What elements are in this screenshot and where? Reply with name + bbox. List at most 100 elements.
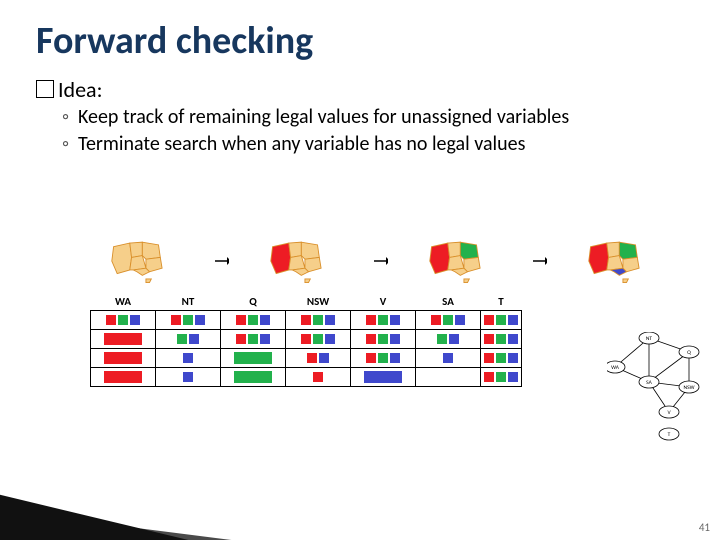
page-number: 41 <box>699 521 710 534</box>
domain-color-swatch <box>183 372 193 382</box>
graph-node: SA <box>639 376 659 388</box>
domain-color-swatch <box>496 372 506 382</box>
domain-color-swatch <box>234 352 272 364</box>
domain-color-swatch <box>260 315 270 325</box>
domain-color-swatch <box>366 353 376 363</box>
graph-node: T <box>659 428 679 440</box>
arrow-right-icon <box>531 235 547 287</box>
domain-color-swatch <box>248 315 258 325</box>
domain-color-swatch <box>378 315 388 325</box>
svg-text:T: T <box>668 432 671 438</box>
graph-node: Q <box>679 346 699 358</box>
australia-map-icon <box>428 235 491 287</box>
column-header: WA <box>91 293 156 311</box>
domain-color-swatch <box>313 334 323 344</box>
table-row <box>91 330 522 349</box>
domain-color-swatch <box>118 315 128 325</box>
domain-color-swatch <box>484 372 494 382</box>
domain-color-swatch <box>313 315 323 325</box>
graph-node: NSW <box>679 381 699 393</box>
domain-color-swatch <box>364 371 402 383</box>
column-header: SA <box>416 293 481 311</box>
domain-color-swatch <box>390 334 400 344</box>
domain-color-swatch <box>508 353 518 363</box>
domain-color-swatch <box>171 315 181 325</box>
column-header: NT <box>156 293 221 311</box>
domain-color-swatch <box>104 352 142 364</box>
domain-color-swatch <box>183 353 193 363</box>
domain-color-swatch <box>508 315 518 325</box>
domain-color-swatch <box>484 334 494 344</box>
table-row <box>91 349 522 368</box>
domain-color-swatch <box>378 353 388 363</box>
column-header: V <box>351 293 416 311</box>
domain-table: WANTQNSWVSAT <box>90 293 522 387</box>
domain-color-swatch <box>195 315 205 325</box>
domain-color-swatch <box>449 334 459 344</box>
domain-color-swatch <box>177 334 187 344</box>
maps-row <box>110 235 650 287</box>
checkbox-icon <box>36 80 54 98</box>
svg-text:SA: SA <box>646 380 652 386</box>
figure: WANTQNSWVSAT <box>90 235 650 387</box>
bullet-list: Keep track of remaining legal values for… <box>62 105 690 157</box>
slide-title: Forward checking <box>36 18 690 64</box>
list-item: Keep track of remaining legal values for… <box>62 105 690 130</box>
domain-color-swatch <box>443 315 453 325</box>
domain-color-swatch <box>130 315 140 325</box>
domain-color-swatch <box>378 334 388 344</box>
domain-color-swatch <box>325 334 335 344</box>
graph-node: V <box>659 406 679 418</box>
domain-color-swatch <box>236 315 246 325</box>
domain-color-swatch <box>496 334 506 344</box>
constraint-graph: WA NT Q SA NSW V T <box>607 332 702 442</box>
domain-color-swatch <box>431 315 441 325</box>
domain-color-swatch <box>366 315 376 325</box>
domain-color-swatch <box>301 315 311 325</box>
column-header: T <box>481 293 522 311</box>
domain-color-swatch <box>301 334 311 344</box>
domain-color-swatch <box>325 315 335 325</box>
graph-node: NT <box>639 332 659 344</box>
corner-decoration <box>0 480 310 540</box>
domain-color-swatch <box>390 353 400 363</box>
domain-color-swatch <box>484 353 494 363</box>
domain-color-swatch <box>248 334 258 344</box>
domain-color-swatch <box>104 371 142 383</box>
domain-color-swatch <box>437 334 447 344</box>
domain-color-swatch <box>508 372 518 382</box>
domain-color-swatch <box>443 353 453 363</box>
column-header: Q <box>221 293 286 311</box>
svg-text:NSW: NSW <box>684 385 695 391</box>
table-row <box>91 311 522 330</box>
list-item: Terminate search when any variable has n… <box>62 132 690 157</box>
domain-color-swatch <box>319 353 329 363</box>
idea-heading: Idea: <box>36 76 690 103</box>
domain-color-swatch <box>313 372 323 382</box>
domain-color-swatch <box>455 315 465 325</box>
svg-text:NT: NT <box>646 336 653 342</box>
domain-color-swatch <box>496 315 506 325</box>
australia-map-icon <box>587 235 650 287</box>
table-row <box>91 368 522 387</box>
domain-color-swatch <box>390 315 400 325</box>
arrow-right-icon <box>213 235 229 287</box>
domain-color-swatch <box>236 334 246 344</box>
domain-color-swatch <box>106 315 116 325</box>
column-header: NSW <box>286 293 351 311</box>
graph-node: WA <box>607 361 625 373</box>
domain-color-swatch <box>234 371 272 383</box>
australia-map-icon <box>110 235 173 287</box>
domain-color-swatch <box>189 334 199 344</box>
idea-label: Idea: <box>58 76 102 103</box>
australia-map-icon <box>269 235 332 287</box>
svg-text:Q: Q <box>687 350 691 356</box>
domain-color-swatch <box>484 315 494 325</box>
domain-color-swatch <box>496 353 506 363</box>
domain-color-swatch <box>260 334 270 344</box>
domain-color-swatch <box>104 333 142 345</box>
domain-color-swatch <box>366 334 376 344</box>
domain-color-swatch <box>508 334 518 344</box>
domain-color-swatch <box>307 353 317 363</box>
svg-text:WA: WA <box>611 365 620 371</box>
